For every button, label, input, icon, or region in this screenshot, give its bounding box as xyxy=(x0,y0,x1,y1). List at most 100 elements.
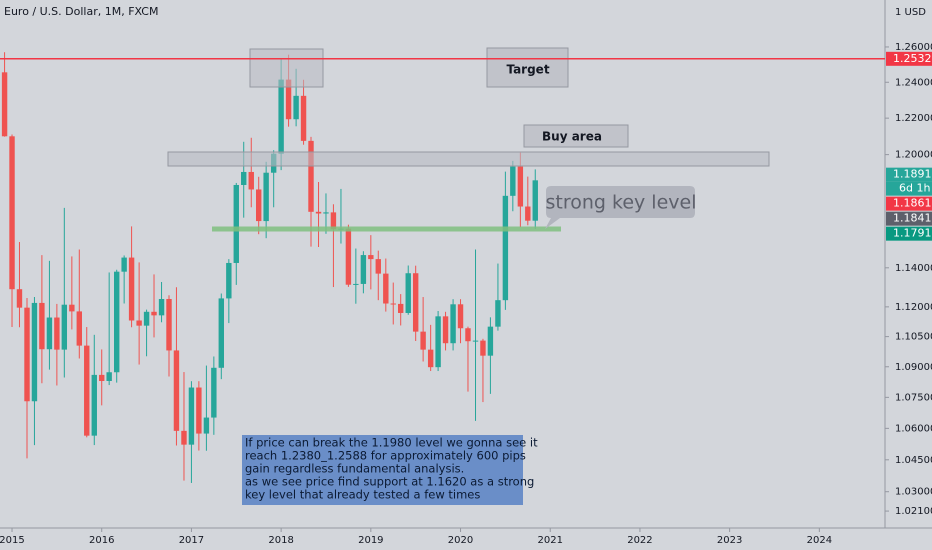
candle-body xyxy=(263,172,269,222)
candle-body xyxy=(9,136,15,290)
candle-body xyxy=(412,273,419,332)
candle-body xyxy=(188,387,195,445)
candle-body xyxy=(106,372,112,381)
buy-area-box xyxy=(523,124,629,148)
note-line: If price can break the 1.1980 level we g… xyxy=(245,436,538,450)
note-line: reach 1.2380_1.2588 for approximately 60… xyxy=(245,449,526,463)
candle-body xyxy=(196,387,202,434)
candle-body xyxy=(84,345,90,436)
candle-body xyxy=(420,331,426,350)
candle-body xyxy=(285,79,292,120)
y-tick-label: 1.22000 xyxy=(895,113,932,124)
price-tag xyxy=(886,211,932,226)
candle-body xyxy=(300,95,307,141)
top-zone xyxy=(249,48,324,88)
candle-body xyxy=(166,298,172,351)
candle-body xyxy=(487,326,494,356)
candle-body xyxy=(151,311,157,316)
candle-body xyxy=(211,367,217,418)
candle-body xyxy=(54,317,60,350)
candle-body xyxy=(450,304,456,344)
candle-body xyxy=(24,307,30,402)
candle-body xyxy=(181,430,187,445)
x-tick-label: 2022 xyxy=(627,535,652,546)
y-tick-label: 1.24000 xyxy=(895,77,932,88)
price-tag xyxy=(886,196,932,211)
candle-body xyxy=(218,298,224,368)
price-tag-label: 1.25325 xyxy=(893,52,932,65)
target-box xyxy=(486,47,569,88)
candle-body xyxy=(353,283,359,285)
buy-area-label: Buy area xyxy=(542,130,602,144)
target-label: Target xyxy=(506,63,549,77)
x-tick-label: 2019 xyxy=(358,535,383,546)
candle-body xyxy=(480,340,486,356)
candle-body xyxy=(203,417,210,434)
candle-body xyxy=(173,350,180,431)
candles xyxy=(1,52,538,483)
candle-body xyxy=(397,303,404,313)
candle-body xyxy=(442,316,449,344)
candle-body xyxy=(427,349,434,368)
candle-body xyxy=(158,298,165,316)
candle-body xyxy=(248,171,254,190)
candle-body xyxy=(472,340,479,342)
candle-body xyxy=(390,303,396,305)
candle-body xyxy=(375,259,381,274)
x-tick-label: 2017 xyxy=(179,535,204,546)
candle-body xyxy=(383,273,389,304)
callout xyxy=(545,186,695,229)
candle-body xyxy=(510,166,516,196)
candle-body xyxy=(495,300,501,327)
note: If price can break the 1.1980 level we g… xyxy=(245,436,538,502)
candle-body xyxy=(143,311,150,326)
note-box xyxy=(242,435,523,505)
y-tick-label: 1.14000 xyxy=(895,263,932,274)
y-tick-label: 1.20000 xyxy=(895,150,932,161)
chart-title: Euro / U.S. Dollar, 1M, FXCM xyxy=(4,5,158,18)
candle-body xyxy=(31,302,38,402)
price-tag-label: 1.18416 xyxy=(893,212,932,225)
candle-body xyxy=(136,320,142,326)
candle-body xyxy=(278,79,284,154)
y-tick-label: 1.06000 xyxy=(895,423,932,434)
x-tick-label: 2015 xyxy=(0,535,25,546)
y-tick-label: 1.03000 xyxy=(895,487,932,498)
price-tag-label: 1.18614 xyxy=(893,197,932,210)
currency-label: 1 USD xyxy=(895,7,926,18)
x-tick-label: 2018 xyxy=(268,535,293,546)
note-line: key level that already tested a few time… xyxy=(245,488,480,502)
candle-body xyxy=(121,257,127,272)
candle-body xyxy=(368,255,374,260)
candle-body xyxy=(46,317,53,350)
price-tag xyxy=(886,51,932,66)
y-tick-label: 1.09000 xyxy=(895,362,932,373)
y-tick-label: 1.02100 xyxy=(895,506,932,517)
candle-body xyxy=(99,374,105,381)
candle-body xyxy=(256,189,262,222)
x-tick-label: 2020 xyxy=(448,535,473,546)
candle-body xyxy=(226,262,232,299)
candle-body xyxy=(532,180,538,221)
resistance-zone xyxy=(167,151,770,167)
candle-body xyxy=(114,271,120,373)
price-tags: 1.25325 1.189156d 1h 1.18614 1.18416 1.17912 xyxy=(886,51,932,241)
candle-body xyxy=(233,184,239,263)
note-line: gain regardless fundamental analysis. xyxy=(245,462,464,476)
x-tick-label: 2023 xyxy=(717,535,742,546)
candle-body xyxy=(435,316,441,368)
candle-body xyxy=(91,374,97,436)
candle-body xyxy=(502,195,509,301)
candle-body xyxy=(315,211,322,214)
candle-body xyxy=(16,289,23,308)
candle-body xyxy=(293,95,299,120)
y-tick-label: 1.12000 xyxy=(895,302,932,313)
price-tag-label: 1.18915 xyxy=(893,168,932,181)
y-tick-label: 1.07500 xyxy=(895,392,932,403)
candle-body xyxy=(39,302,45,350)
x-tick-label: 2024 xyxy=(807,535,832,546)
countdown-tag xyxy=(886,181,932,196)
y-tick-label: 1.04500 xyxy=(895,455,932,466)
y-tick-label: 1.10500 xyxy=(895,332,932,343)
candle-body xyxy=(360,255,367,284)
